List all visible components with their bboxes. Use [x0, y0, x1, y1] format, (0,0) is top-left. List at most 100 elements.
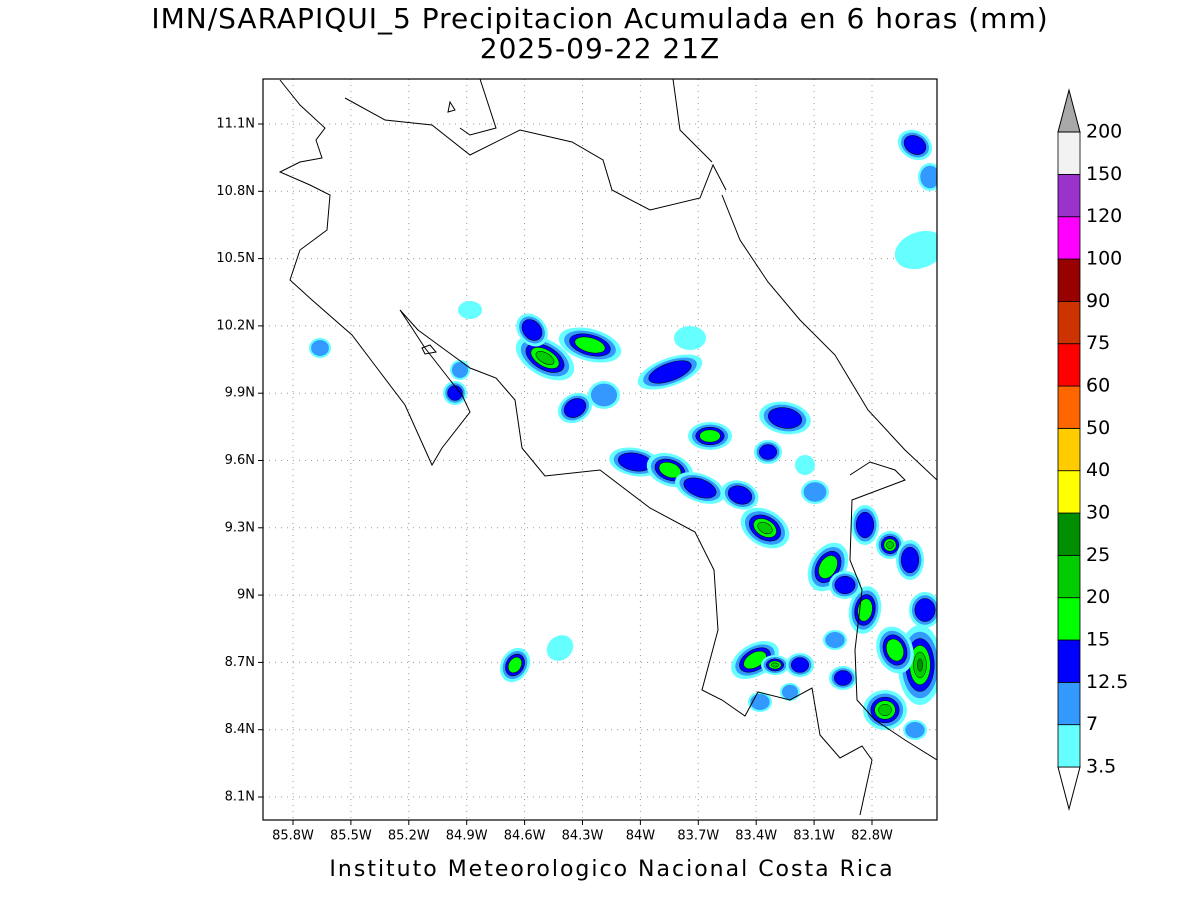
precip-area	[535, 351, 555, 365]
lon-label: 83.4W	[735, 829, 777, 844]
precip-area	[818, 555, 838, 579]
lon-label: 82.8W	[851, 829, 893, 844]
subtitle: 2025-09-22 21Z	[480, 32, 720, 65]
precip-area	[914, 598, 936, 622]
precip-area	[900, 546, 920, 574]
precip-area	[683, 477, 717, 499]
precip-area	[451, 361, 469, 379]
lat-label: 10.5N	[216, 251, 255, 266]
precip-area	[658, 461, 682, 479]
lat-label: 9.3N	[225, 520, 255, 535]
lon-label: 83.1W	[793, 829, 835, 844]
colorbar-label: 25	[1086, 544, 1110, 566]
lon-label: 84.9W	[446, 829, 488, 844]
precip-area	[521, 319, 543, 341]
axis-labels: 85.8W 85.5W 85.2W 84.9W 84.6W 84.3W 84W 83.7W 83…	[216, 117, 893, 844]
lat-label: 10.8N	[216, 184, 255, 199]
precip-area	[458, 301, 482, 319]
colorbar-label: 50	[1086, 417, 1110, 439]
panama-border	[849, 461, 937, 761]
precip-area	[855, 511, 875, 539]
colorbar-label: 30	[1086, 502, 1110, 524]
precip-area	[767, 407, 803, 429]
precip-area	[795, 455, 815, 475]
colorbar-above	[1057, 88, 1081, 133]
nicaragua-border	[344, 97, 727, 211]
lat-label: 11.1N	[216, 117, 255, 132]
precip-area	[758, 444, 778, 460]
colorbar-label: 120	[1086, 205, 1122, 227]
precip-area	[750, 693, 770, 711]
grid	[263, 79, 937, 820]
precip-area	[781, 684, 799, 700]
lat-label: 9N	[237, 588, 255, 603]
precip-area	[699, 429, 721, 443]
colorbar-below	[1057, 766, 1081, 811]
precip-area	[905, 721, 925, 739]
colorbar-label: 7	[1086, 713, 1098, 735]
precipitation	[309, 129, 937, 740]
colorbar-label: 40	[1086, 459, 1110, 481]
lat-label: 10.2N	[216, 318, 255, 333]
colorbar-band	[1057, 597, 1081, 641]
colorbar-band	[1057, 300, 1081, 345]
precip-area	[894, 230, 937, 270]
lake-coast	[459, 79, 713, 163]
colorbar-band	[1057, 427, 1081, 472]
precip-area	[917, 658, 923, 672]
precip-area	[886, 541, 894, 549]
lat-label: 8.1N	[225, 790, 255, 805]
lon-label: 85.5W	[330, 829, 372, 844]
footer: Instituto Meteorologico Nacional Costa R…	[329, 857, 894, 882]
precip-area	[674, 326, 706, 350]
precip-area	[803, 482, 827, 502]
colorbar-band	[1057, 681, 1081, 726]
colorbar-label: 200	[1086, 121, 1122, 143]
colorbar-label: 75	[1086, 332, 1110, 354]
lon-label: 83.7W	[677, 829, 719, 844]
colorbar-label: 100	[1086, 248, 1122, 270]
precip-area	[903, 135, 927, 155]
colorbar: 3.5 7 12.5 15 20 25 30 40 50 60 75 90 100 120 150 200	[1057, 88, 1128, 811]
precip-area	[507, 656, 523, 674]
colorbar-band	[1057, 724, 1081, 768]
lon-label: 84.6W	[504, 829, 546, 844]
precip-area	[771, 662, 779, 668]
lat-label: 8.7N	[225, 655, 255, 670]
colorbar-label: 60	[1086, 375, 1110, 397]
colorbar-band	[1057, 554, 1081, 599]
precip-area	[834, 575, 856, 595]
caribbean-coast	[721, 194, 937, 481]
map-frame	[262, 78, 938, 821]
lon-label: 85.8W	[272, 829, 314, 844]
colorbar-band	[1057, 385, 1081, 429]
lon-label: 84W	[626, 829, 656, 844]
colorbar-band	[1057, 216, 1081, 260]
colorbar-band	[1057, 258, 1081, 302]
colorbar-label: 12.5	[1086, 671, 1128, 693]
pacific-coast	[278, 79, 873, 816]
lat-label: 8.4N	[225, 722, 255, 737]
colorbar-band	[1057, 470, 1081, 514]
precip-area	[790, 657, 810, 673]
colorbar-band	[1057, 131, 1081, 175]
precip-area	[648, 360, 692, 384]
precip-area	[590, 383, 618, 407]
precip-area	[757, 521, 773, 535]
colorbar-band	[1057, 512, 1081, 556]
colorbar-band	[1057, 639, 1081, 683]
precip-area	[546, 635, 574, 661]
precip-area	[878, 703, 892, 717]
precip-area	[825, 631, 845, 649]
colorbar-band	[1057, 343, 1081, 387]
colorbar-band	[1057, 173, 1081, 218]
colorbar-label: 150	[1086, 163, 1122, 185]
colorbar-label: 3.5	[1086, 756, 1116, 778]
islands	[421, 100, 456, 355]
precip-area	[574, 336, 606, 354]
precip-area	[833, 670, 853, 686]
colorbar-label: 90	[1086, 290, 1110, 312]
precip-area	[743, 650, 767, 670]
lat-label: 9.9N	[225, 386, 255, 401]
